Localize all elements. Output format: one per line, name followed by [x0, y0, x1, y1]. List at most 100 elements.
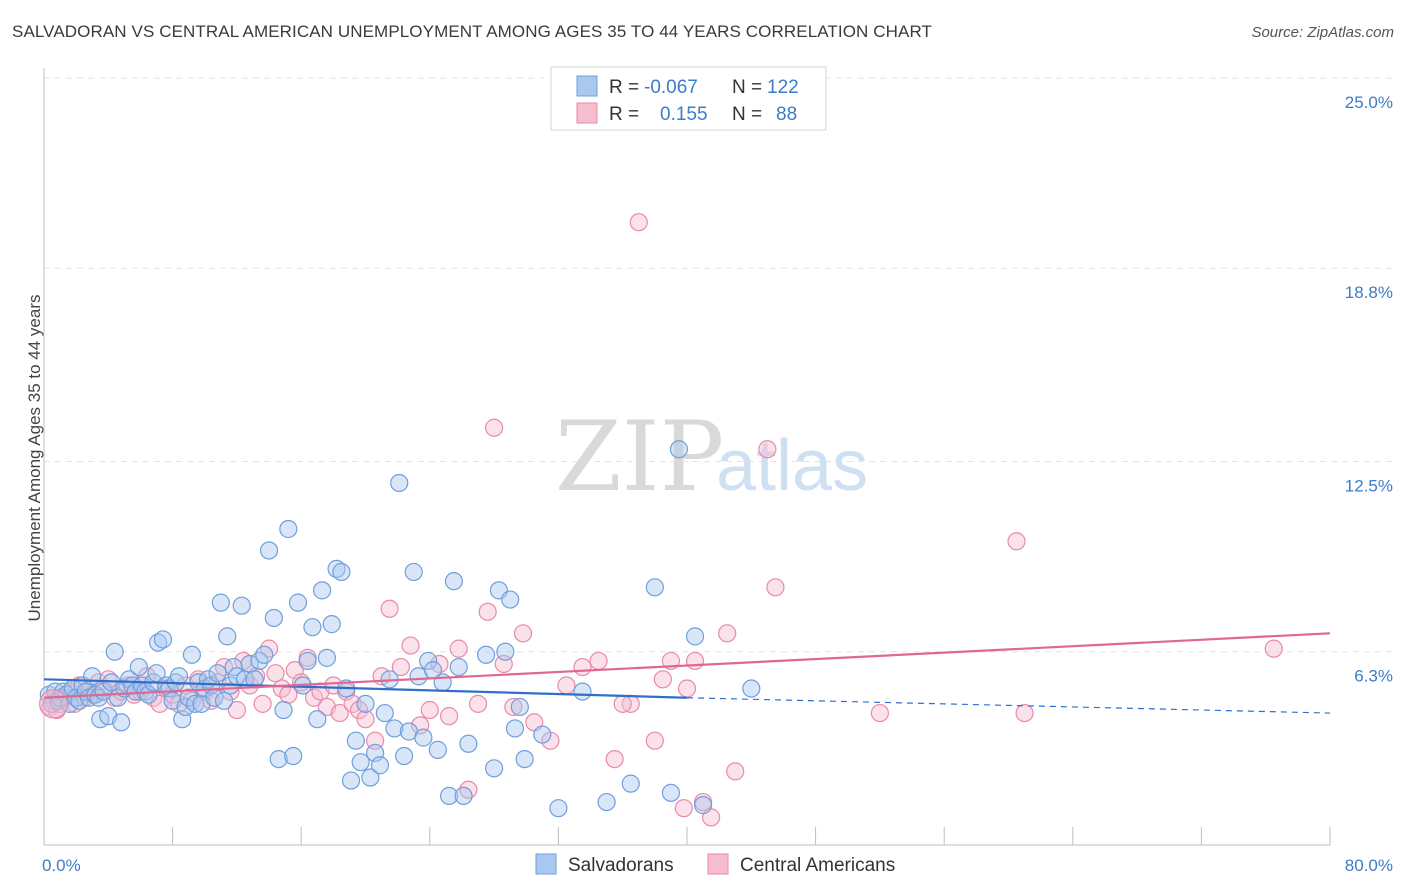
data-point-central-americans: [259, 639, 279, 658]
data-point-central-americans: [439, 707, 459, 726]
data-point-salvadorans: [390, 473, 409, 493]
data-point-salvadorans: [351, 753, 370, 772]
data-point-salvadorans: [685, 627, 705, 646]
data-point-salvadorans: [288, 593, 308, 612]
stats-legend: R = -0.067 N = 122 R = 0.155 N = 88: [550, 66, 827, 131]
watermark-zip: ZIP: [555, 401, 724, 513]
data-point-central-americans: [718, 624, 737, 643]
data-point-central-americans: [459, 780, 478, 799]
data-point-salvadorans: [186, 694, 205, 713]
data-point-salvadorans: [269, 749, 288, 769]
data-point-salvadorans: [742, 679, 761, 698]
data-point-salvadorans: [112, 713, 131, 732]
data-point-central-americans: [870, 703, 890, 723]
data-point-salvadorans: [597, 792, 616, 812]
data-point-salvadorans: [218, 627, 237, 646]
data-point-salvadorans: [645, 578, 664, 597]
data-point-salvadorans: [394, 746, 414, 766]
data-point-salvadorans: [496, 642, 515, 661]
series-central-americans: [41, 213, 1283, 827]
data-point-salvadorans: [459, 734, 478, 753]
data-point-salvadorans: [361, 768, 380, 787]
data-point-central-americans: [645, 731, 664, 750]
legend-n-label-1: N =: [732, 77, 762, 98]
data-point-salvadorans: [428, 740, 447, 759]
data-point-salvadorans: [255, 645, 274, 664]
data-point-salvadorans: [211, 593, 230, 612]
data-point-salvadorans: [317, 648, 337, 667]
data-point-salvadorans: [341, 771, 361, 790]
data-point-salvadorans: [444, 572, 464, 591]
data-point-salvadorans: [533, 725, 552, 744]
data-point-central-americans: [391, 657, 410, 677]
data-point-salvadorans: [621, 774, 640, 793]
data-point-central-americans: [674, 799, 693, 818]
data-point-salvadorans: [83, 667, 102, 686]
legend-r-value-1: -0.067: [644, 77, 698, 98]
data-point-central-americans: [629, 213, 648, 232]
data-point-salvadorans: [259, 541, 279, 560]
data-point-central-americans: [589, 651, 608, 671]
data-point-central-americans: [485, 418, 504, 437]
legend-r-value-2: 0.155: [660, 104, 708, 125]
legend-n-value-2: 88: [776, 104, 797, 125]
legend-r-label-2: R =: [609, 104, 639, 125]
legend-swatch-central-americans: [576, 102, 598, 124]
data-point-salvadorans: [419, 651, 438, 671]
data-point-central-americans: [766, 578, 785, 597]
data-point-central-americans: [420, 700, 439, 720]
y-tick-label: 12.5%: [1345, 477, 1393, 496]
trend-lines: [43, 632, 1331, 714]
data-point-salvadorans: [414, 728, 433, 747]
data-point-salvadorans: [454, 786, 473, 806]
data-point-central-americans: [468, 694, 488, 713]
data-point-salvadorans: [214, 691, 234, 710]
y-axis-label: Unemployment Among Ages 35 to 44 years: [25, 295, 44, 622]
data-point-salvadorans: [356, 694, 375, 713]
data-point-central-americans: [1015, 703, 1034, 723]
data-point-salvadorans: [505, 719, 525, 738]
data-point-salvadorans: [232, 596, 251, 615]
data-point-salvadorans: [89, 688, 108, 707]
data-point-salvadorans: [264, 608, 283, 628]
data-point-salvadorans: [208, 664, 227, 683]
data-point-salvadorans: [370, 756, 390, 775]
y-tick-label: 25.0%: [1345, 93, 1393, 112]
data-point-central-americans: [478, 602, 497, 621]
bottom-legend-swatch-central-americans: [707, 853, 729, 875]
bottom-legend-swatch-salvadorans: [535, 853, 557, 875]
legend-n-label-2: N =: [732, 104, 762, 125]
data-point-salvadorans: [375, 703, 394, 723]
data-point-salvadorans: [346, 731, 365, 750]
data-point-salvadorans: [312, 581, 332, 600]
data-point-salvadorans: [449, 657, 468, 677]
data-point-central-americans: [330, 703, 349, 723]
x-tick-labels: 0.0% 80.0%: [42, 856, 1393, 875]
legend-r-label-1: R =: [609, 77, 639, 98]
data-point-salvadorans: [274, 700, 293, 720]
data-point-salvadorans: [439, 786, 459, 806]
data-point-salvadorans: [485, 759, 504, 778]
data-point-salvadorans: [669, 440, 689, 459]
data-point-salvadorans: [510, 697, 529, 717]
data-point-salvadorans: [322, 615, 341, 634]
y-tick-labels: 6.3% 12.5% 18.8% 25.0%: [1345, 93, 1393, 686]
data-point-salvadorans: [182, 645, 201, 664]
data-point-salvadorans: [515, 749, 534, 769]
trend-line-salvadorans: [43, 678, 688, 699]
data-point-central-americans: [227, 700, 246, 720]
data-point-central-americans: [557, 676, 576, 695]
data-point-central-americans: [573, 657, 592, 677]
data-point-central-americans: [677, 679, 697, 698]
data-point-central-americans: [253, 694, 272, 713]
data-point-salvadorans: [573, 682, 592, 701]
data-point-central-americans: [1264, 639, 1283, 658]
data-point-salvadorans: [284, 746, 303, 766]
x-tick-label-min: 0.0%: [42, 856, 81, 875]
chart-title: SALVADORAN VS CENTRAL AMERICAN UNEMPLOYM…: [12, 22, 933, 41]
data-point-central-americans: [685, 651, 705, 671]
data-point-salvadorans: [129, 657, 148, 677]
data-point-salvadorans: [169, 667, 189, 686]
series-legend: Salvadorans Central Americans: [535, 853, 895, 876]
